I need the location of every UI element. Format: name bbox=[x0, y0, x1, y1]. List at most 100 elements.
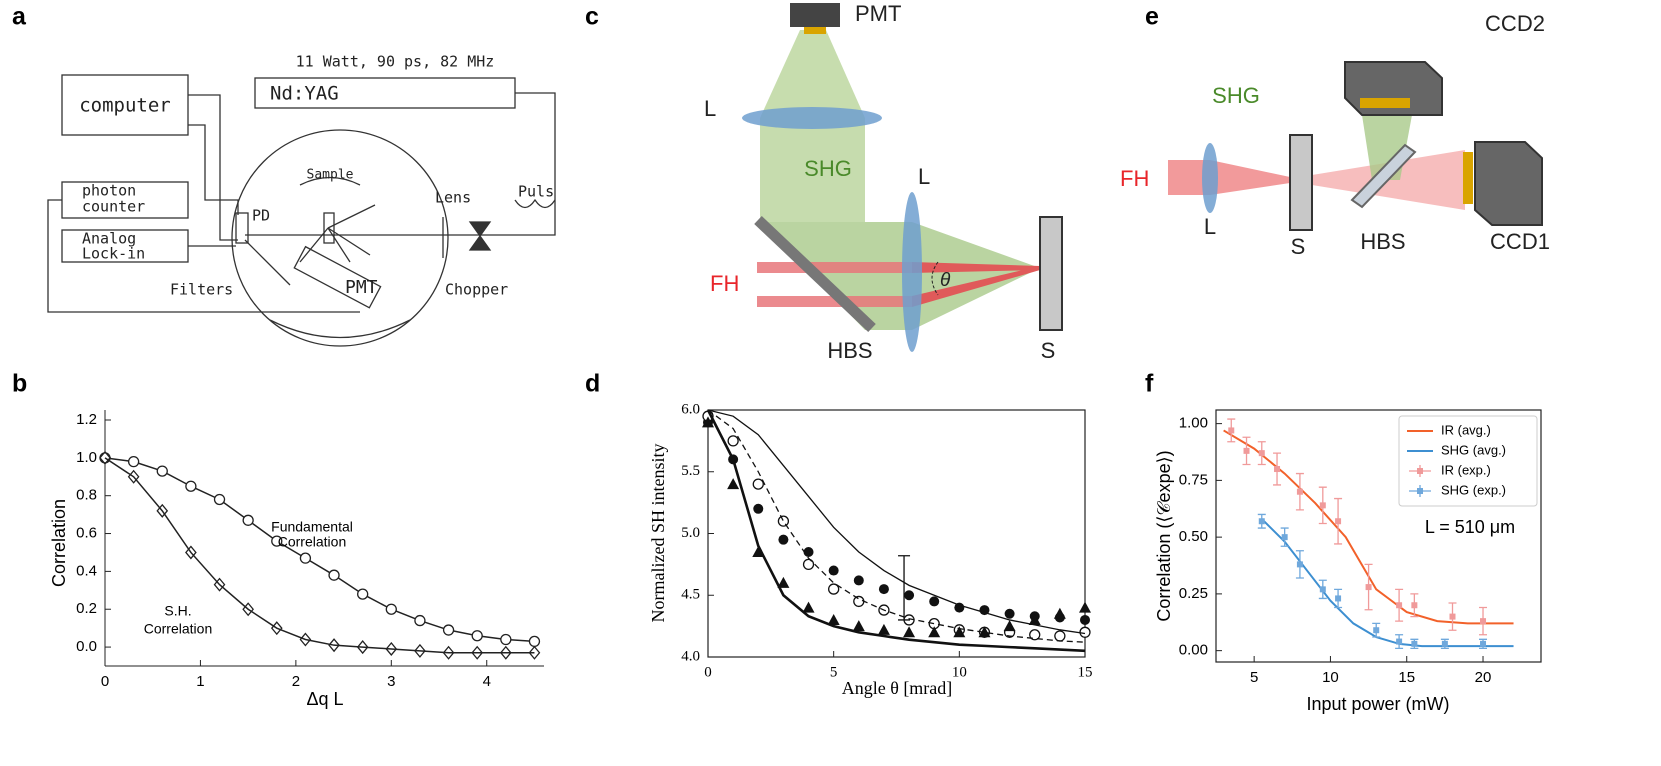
point bbox=[1243, 447, 1250, 454]
point bbox=[1258, 450, 1265, 457]
point bbox=[127, 455, 140, 468]
point bbox=[778, 534, 789, 545]
y-tick-label: 6.0 bbox=[681, 401, 700, 417]
plot-frame bbox=[707, 409, 1086, 658]
y-axis-label: Correlation (⟨𝒞expe⟩) bbox=[1154, 450, 1174, 621]
line bbox=[104, 457, 535, 643]
point bbox=[1296, 561, 1303, 568]
setup-diagram-c: PMT L SHG L FH θ HBS S bbox=[704, 1, 1063, 363]
y-tick-label: 1.2 bbox=[76, 411, 97, 428]
panel-labels: a b c d e f bbox=[12, 3, 1159, 398]
y-tick-label: 1.0 bbox=[76, 449, 97, 466]
annotation: L = 510 μm bbox=[1425, 517, 1515, 537]
pmt-window bbox=[804, 27, 826, 34]
sample bbox=[323, 212, 335, 244]
x-tick-label: 10 bbox=[952, 664, 967, 680]
wire bbox=[188, 94, 238, 241]
point bbox=[1335, 595, 1342, 602]
label: θ bbox=[940, 270, 951, 291]
wire bbox=[188, 124, 239, 215]
fh-beam bbox=[757, 296, 912, 307]
legend-label: IR (exp.) bbox=[1441, 462, 1491, 477]
point bbox=[1003, 620, 1016, 632]
y-tick-label: 0.2 bbox=[76, 600, 97, 617]
label: Filters bbox=[170, 281, 233, 299]
line bbox=[707, 409, 1086, 643]
pmt-tube bbox=[293, 245, 382, 309]
wire bbox=[47, 199, 360, 313]
y-axis-label: Correlation bbox=[49, 499, 69, 587]
point bbox=[385, 603, 397, 615]
lens bbox=[1202, 143, 1218, 213]
setup-diagram-a: 11 Watt, 90 ps, 82 MHz Nd:YAG computer p… bbox=[47, 53, 556, 347]
shg-focus bbox=[760, 222, 1040, 330]
line bbox=[1261, 518, 1514, 648]
panel-label: e bbox=[1145, 3, 1159, 31]
point bbox=[853, 575, 864, 586]
point bbox=[499, 645, 512, 660]
rotation-arrow bbox=[299, 176, 361, 186]
point bbox=[299, 552, 312, 564]
point bbox=[385, 641, 398, 656]
line bbox=[706, 409, 1086, 653]
x-axis-label: Angle θ [mrad] bbox=[842, 678, 953, 698]
point bbox=[828, 583, 840, 595]
photodiode bbox=[235, 212, 249, 244]
point bbox=[1079, 601, 1091, 613]
point bbox=[1028, 613, 1041, 625]
beamsplitter bbox=[1350, 143, 1417, 209]
point bbox=[904, 590, 915, 601]
lens bbox=[902, 192, 922, 352]
point bbox=[471, 645, 484, 660]
label: SHG bbox=[804, 156, 852, 181]
point bbox=[1441, 640, 1448, 647]
angle-arc bbox=[931, 261, 939, 296]
label: HBS bbox=[1360, 229, 1405, 254]
point bbox=[414, 643, 426, 658]
y-tick-label: 0.50 bbox=[1179, 528, 1208, 545]
label: Nd:YAG bbox=[270, 83, 339, 105]
label: L bbox=[918, 164, 930, 189]
point bbox=[752, 478, 764, 490]
point bbox=[1411, 602, 1418, 609]
chart: 0 5 10 15 4.0 4.5 5.0 5.5 6.0 Angle θ [mrad] Norma… bbox=[648, 401, 1092, 698]
line bbox=[104, 457, 535, 654]
y-tick-label: 0.75 bbox=[1179, 471, 1208, 488]
point bbox=[1079, 626, 1091, 638]
label: Chopper bbox=[445, 281, 508, 299]
x-axis-label: Δq L bbox=[306, 689, 343, 709]
point bbox=[928, 626, 941, 638]
x-tick-label: 2 bbox=[292, 673, 300, 690]
plot-frame bbox=[1215, 409, 1542, 663]
label: CCD1 bbox=[1490, 229, 1550, 254]
y-tick-label: 1.00 bbox=[1179, 415, 1208, 432]
panel-label: f bbox=[1145, 370, 1154, 398]
panel-label: d bbox=[585, 370, 600, 398]
point bbox=[903, 626, 916, 638]
label: CCD2 bbox=[1485, 11, 1545, 36]
chart: 5 10 15 20 0.00 0.25 0.50 0.75 1.00 Input power (… bbox=[1154, 409, 1542, 714]
point bbox=[1281, 534, 1288, 541]
point bbox=[213, 577, 226, 592]
point bbox=[828, 565, 839, 576]
point bbox=[852, 620, 865, 632]
annotation: Correlation bbox=[278, 534, 346, 550]
point bbox=[442, 624, 455, 636]
x-tick-label: 20 bbox=[1475, 669, 1492, 686]
point bbox=[356, 640, 369, 655]
ccd1-window bbox=[1463, 152, 1473, 204]
point bbox=[1080, 614, 1090, 625]
point bbox=[1411, 640, 1418, 647]
point bbox=[1373, 627, 1380, 634]
chopper bbox=[468, 221, 492, 251]
point bbox=[185, 545, 197, 560]
point bbox=[127, 469, 140, 484]
point bbox=[156, 503, 169, 518]
y-tick-label: 0.00 bbox=[1179, 642, 1208, 659]
x-tick-label: 5 bbox=[830, 664, 838, 680]
label: 11 Watt, 90 ps, 82 MHz bbox=[296, 53, 495, 71]
y-tick-label: 5.0 bbox=[681, 525, 700, 541]
label: FH bbox=[1120, 166, 1149, 191]
point bbox=[1417, 488, 1423, 494]
label: counter bbox=[82, 198, 145, 216]
